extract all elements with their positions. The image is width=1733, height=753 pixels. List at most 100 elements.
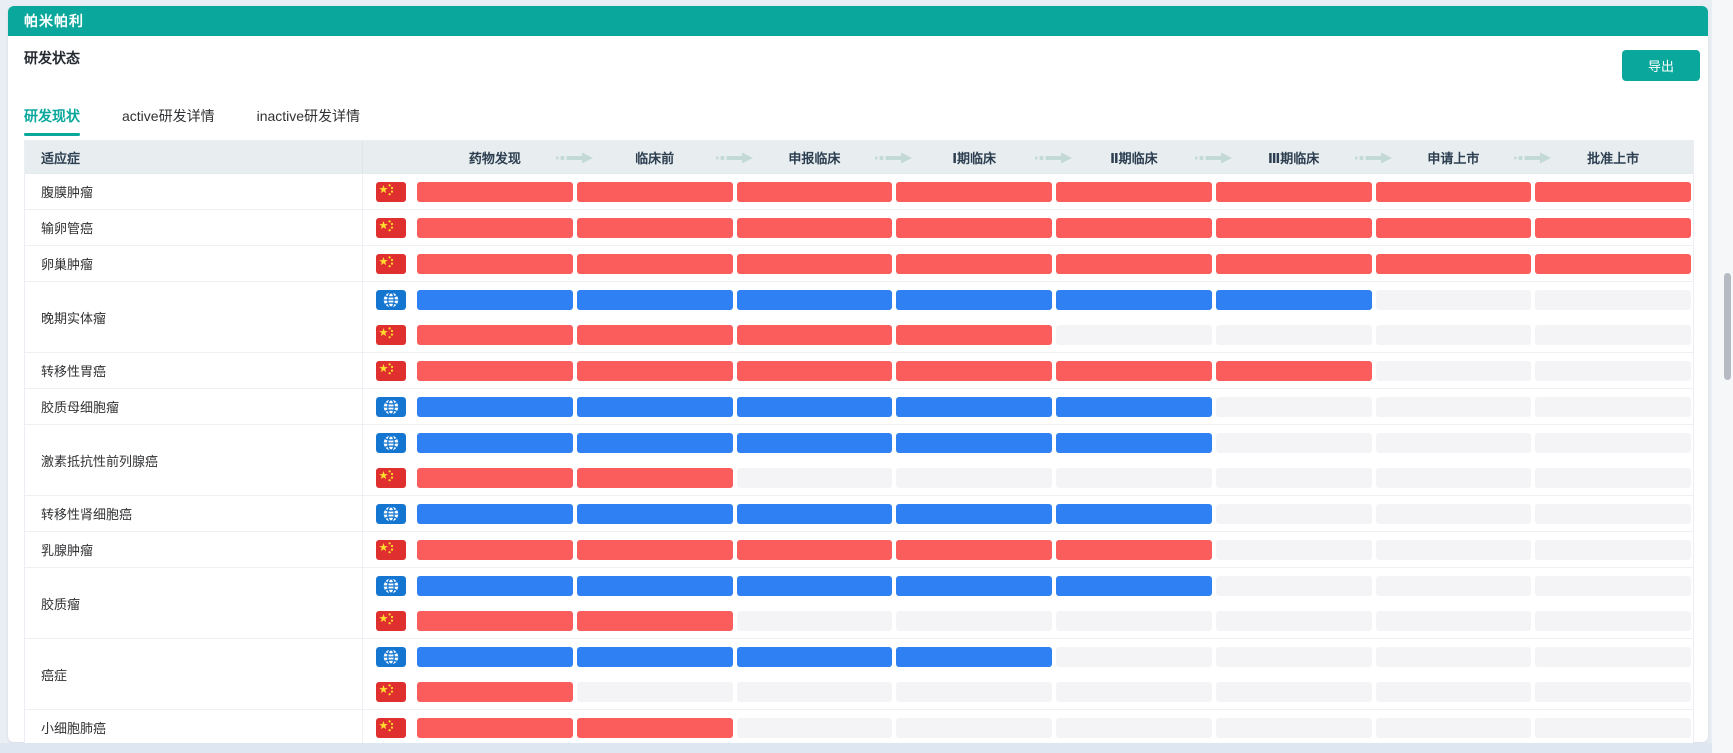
stage-progress-bar	[736, 217, 893, 238]
stage-progress-bar	[417, 575, 573, 596]
stage-progress-bar	[736, 181, 893, 202]
tab-current-status[interactable]: 研发现状	[24, 106, 80, 136]
stage-progress-bar	[576, 503, 733, 524]
table-row: 卵巢肿瘤	[25, 246, 1693, 282]
table-row: 癌症	[25, 639, 1693, 710]
drug-detail-card: 帕米帕利 研发状态 导出 研发现状 active研发详情 inactive研发详情 …	[8, 6, 1708, 746]
stage-progress-bar	[417, 396, 573, 417]
stage-progress-bar	[896, 181, 1052, 202]
pipeline-track-china	[363, 353, 1693, 388]
header-spacer	[363, 141, 417, 173]
stage-cells	[417, 717, 1693, 738]
stage-label: 临床前	[635, 150, 675, 166]
stage-progress-bar	[1215, 181, 1372, 202]
track-list	[363, 389, 1693, 424]
section-title: 研发状态	[24, 50, 80, 66]
track-list	[363, 246, 1693, 281]
stage-cells	[417, 646, 1693, 667]
stage-progress-bar	[576, 396, 733, 417]
card-titlebar: 帕米帕利	[8, 6, 1708, 36]
stage-empty-cell	[1375, 717, 1532, 738]
stage-cells	[417, 575, 1693, 596]
stage-progress-bar	[736, 289, 893, 310]
stage-progress-bar	[417, 360, 573, 381]
scrollbar-thumb[interactable]	[1724, 273, 1731, 380]
arrow-right-icon	[1194, 151, 1233, 164]
table-row: 乳腺肿瘤	[25, 532, 1693, 568]
indication-label: 胶质瘤	[25, 568, 363, 638]
indication-label: 转移性肾细胞癌	[25, 496, 363, 531]
stage-progress-bar	[576, 467, 733, 488]
stage-empty-cell	[1215, 324, 1372, 345]
stage-progress-bar	[736, 432, 893, 453]
stage-progress-bar	[576, 217, 733, 238]
stage-empty-cell	[1375, 467, 1532, 488]
tab-active-detail[interactable]: active研发详情	[122, 108, 215, 124]
stage-empty-cell	[736, 467, 893, 488]
stage-progress-bar	[736, 396, 893, 417]
stage-cells	[417, 610, 1693, 631]
pipeline-track-china	[363, 710, 1693, 745]
stage-empty-cell	[1375, 610, 1532, 631]
indication-label: 卵巢肿瘤	[25, 246, 363, 281]
pipeline-table: 适应症 药物发现 临床前 申报临床 Ⅰ期临床 Ⅱ期临床 Ⅲ期临床 申请上市 批准上市 腹膜肿瘤…	[24, 140, 1694, 746]
export-button[interactable]: 导出	[1622, 50, 1700, 81]
stage-progress-bar	[417, 217, 573, 238]
stage-cells	[417, 289, 1693, 310]
stage-progress-bar	[576, 289, 733, 310]
stage-progress-bar	[896, 503, 1052, 524]
stage-progress-bar	[576, 324, 733, 345]
stage-empty-cell	[736, 717, 893, 738]
pipeline-track-china	[363, 674, 1693, 709]
stage-progress-bar	[576, 432, 733, 453]
stage-progress-bar	[417, 432, 573, 453]
stage-column-header: 批准上市	[1535, 141, 1691, 173]
stage-progress-bar	[417, 646, 573, 667]
stage-progress-bar	[1535, 217, 1691, 238]
stage-empty-cell	[1215, 503, 1372, 524]
table-row: 腹膜肿瘤	[25, 174, 1693, 210]
stage-cells	[417, 253, 1693, 274]
track-list	[363, 496, 1693, 531]
stage-progress-bar	[417, 681, 573, 702]
stage-progress-bar	[576, 717, 733, 738]
stage-empty-cell	[1535, 717, 1691, 738]
table-row: 胶质瘤	[25, 568, 1693, 639]
stage-empty-cell	[1215, 539, 1372, 560]
arrow-right-icon	[1035, 151, 1073, 164]
track-list	[363, 568, 1693, 638]
arrow-right-icon	[1514, 151, 1552, 164]
stage-cells	[417, 432, 1693, 453]
tab-inactive-detail[interactable]: inactive研发详情	[256, 108, 361, 124]
track-list	[363, 710, 1693, 745]
stage-cells	[417, 324, 1693, 345]
table-row: 激素抵抗性前列腺癌	[25, 425, 1693, 496]
stage-progress-bar	[896, 217, 1052, 238]
stage-empty-cell	[896, 681, 1052, 702]
stage-empty-cell	[1056, 610, 1212, 631]
pipeline-track-china	[363, 603, 1693, 638]
pipeline-track-china	[363, 317, 1693, 352]
stage-progress-bar	[736, 253, 893, 274]
stage-column-header: Ⅲ期临床	[1216, 141, 1392, 173]
stage-progress-bar	[1056, 503, 1212, 524]
stage-empty-cell	[896, 717, 1052, 738]
stage-progress-bar	[417, 610, 573, 631]
stage-progress-bar	[736, 324, 893, 345]
table-header-row: 适应症 药物发现 临床前 申报临床 Ⅰ期临床 Ⅱ期临床 Ⅲ期临床 申请上市 批准上市	[25, 141, 1693, 174]
track-list	[363, 353, 1693, 388]
stage-empty-cell	[1375, 503, 1532, 524]
tab-bar: 研发现状 active研发详情 inactive研发详情	[24, 106, 360, 136]
vertical-scrollbar[interactable]	[1712, 0, 1733, 753]
stage-header-row: 药物发现 临床前 申报临床 Ⅰ期临床 Ⅱ期临床 Ⅲ期临床 申请上市 批准上市	[417, 141, 1693, 173]
stage-empty-cell	[1535, 539, 1691, 560]
stage-empty-cell	[1535, 396, 1691, 417]
stage-empty-cell	[1375, 681, 1532, 702]
pipeline-track-china	[363, 210, 1693, 245]
pipeline-track-china	[363, 246, 1693, 281]
indication-label: 腹膜肿瘤	[25, 174, 363, 209]
stage-progress-bar	[896, 432, 1052, 453]
stage-empty-cell	[736, 610, 893, 631]
stage-progress-bar	[1215, 253, 1372, 274]
indication-label: 乳腺肿瘤	[25, 532, 363, 567]
